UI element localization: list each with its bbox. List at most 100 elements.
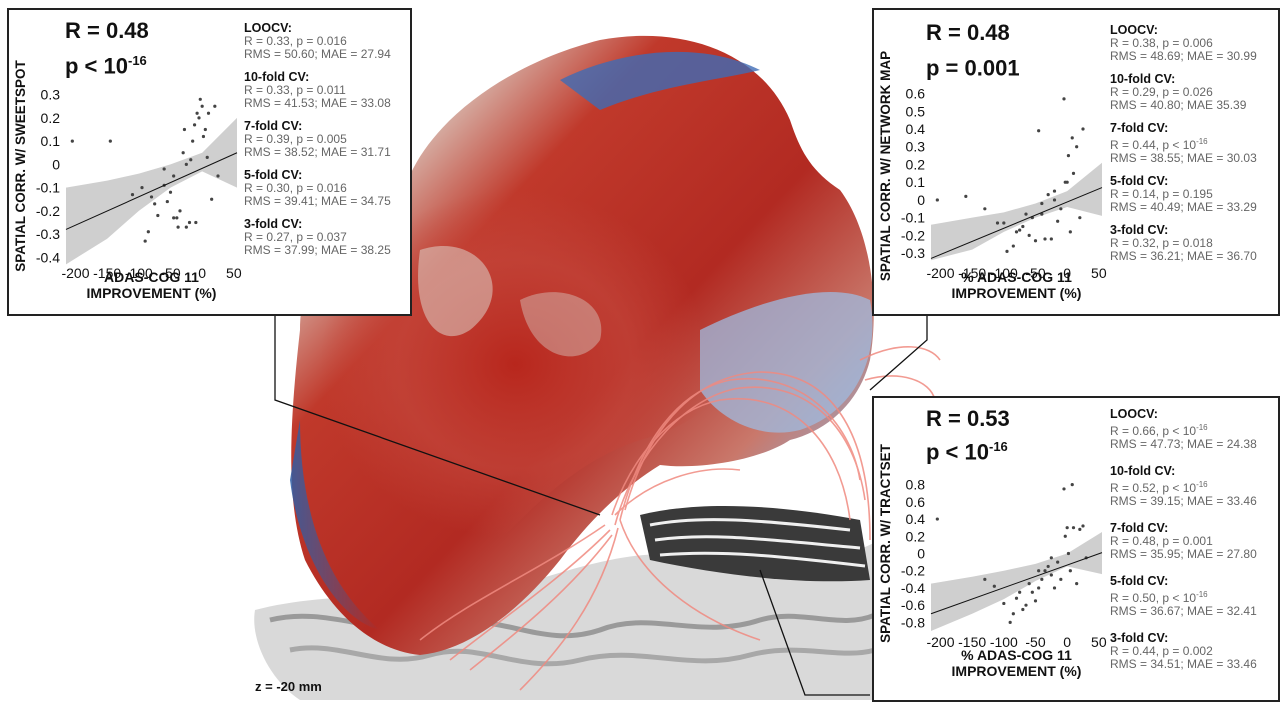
x-tick-label: -200 <box>61 265 89 281</box>
cv-line1: R = 0.33, p = 0.016 <box>244 34 347 48</box>
data-point <box>189 158 193 162</box>
regression-line <box>930 552 1103 615</box>
cv-title: 5-fold CV: <box>1110 574 1169 588</box>
cv-line1: R = 0.38, p = 0.006 <box>1110 36 1213 50</box>
fiber-tracts <box>419 346 941 691</box>
data-point <box>1066 154 1071 158</box>
data-point <box>172 174 176 178</box>
y-axis-label: SPATIAL CORR. W/ SWEETSPOT <box>13 59 28 271</box>
data-point <box>191 139 195 143</box>
data-point <box>1071 171 1076 175</box>
network-cv-list: LOOCV: R = 0.38, p = 0.006 RMS = 48.69; MA… <box>1110 24 1278 273</box>
network-p-value: p = 0.001 <box>926 50 1020 81</box>
data-point <box>1043 237 1047 241</box>
cv-line1-exponent: -16 <box>1196 423 1208 432</box>
data-point <box>1014 230 1019 234</box>
cv-line2: RMS = 40.49; MAE = 33.29 <box>1110 200 1257 214</box>
data-point <box>146 230 150 234</box>
data-point <box>1062 487 1066 491</box>
cv-title: 7-fold CV: <box>1110 521 1169 535</box>
cv-line1-exponent: -16 <box>1196 137 1208 146</box>
data-point <box>1071 526 1076 530</box>
y-tick-label: -0.2 <box>901 563 925 579</box>
data-point <box>156 213 160 218</box>
x-tick-label: 0 <box>198 265 206 281</box>
data-point <box>1068 230 1072 234</box>
x-tick-label: 0 <box>1063 634 1071 650</box>
cv-title: LOOCV: <box>244 21 292 35</box>
y-tick-label: 0.3 <box>906 139 926 155</box>
cv-line2: RMS = 39.15; MAE = 33.46 <box>1110 494 1257 508</box>
data-point <box>1056 560 1060 564</box>
tractset-panel: R = 0.53 p < 10-16 LOOCV: R = 0.66, p < 1… <box>872 396 1280 702</box>
y-tick-label: -0.1 <box>36 180 60 196</box>
x-tick-label: 50 <box>226 265 242 281</box>
depth-label: z = -20 mm <box>255 679 322 694</box>
cv-line1: R = 0.27, p = 0.037 <box>244 230 347 244</box>
tractset-p-exponent: -16 <box>988 439 1008 454</box>
cv-line1: R = 0.44, p = 0.002 <box>1110 644 1213 658</box>
x-tick-label: -150 <box>93 265 121 281</box>
y-tick-label: -0.1 <box>901 210 925 226</box>
data-point <box>1027 582 1031 586</box>
cv-title: 10-fold CV: <box>1110 72 1176 86</box>
data-point <box>153 202 157 206</box>
x-axis-label: IMPROVEMENT (%) <box>952 663 1082 679</box>
y-tick-label: -0.2 <box>36 203 60 219</box>
x-tick-label: -150 <box>958 265 986 281</box>
data-point <box>1065 180 1069 184</box>
data-point <box>1037 586 1041 590</box>
data-point <box>1033 239 1038 243</box>
data-point <box>130 192 135 197</box>
data-point <box>206 111 211 115</box>
data-point <box>1046 564 1050 569</box>
cv-block: 10-fold CV: R = 0.33, p = 0.011 RMS = 41.5… <box>244 71 409 110</box>
y-tick-label: 0 <box>917 192 925 208</box>
cv-title: 10-fold CV: <box>1110 464 1176 478</box>
x-axis-label: % ADAS-COG 11 <box>961 269 1072 285</box>
data-point <box>168 190 173 194</box>
data-point <box>184 225 188 229</box>
cv-line2: RMS = 38.52; MAE = 31.71 <box>244 145 391 159</box>
cv-line2: RMS = 38.55; MAE = 30.03 <box>1110 151 1257 165</box>
data-point <box>935 517 939 521</box>
data-point <box>1075 582 1079 586</box>
cv-title: 7-fold CV: <box>1110 121 1169 135</box>
cv-line2: RMS = 40.80; MAE 35.39 <box>1110 98 1247 112</box>
data-point <box>176 225 180 229</box>
data-point <box>964 194 968 198</box>
data-point <box>1008 620 1012 624</box>
cv-title: LOOCV: <box>1110 407 1158 421</box>
y-tick-label: 0.2 <box>906 528 926 544</box>
cv-line2: RMS = 48.69; MAE = 30.99 <box>1110 49 1257 63</box>
data-point <box>70 139 74 143</box>
cv-block: 5-fold CV: R = 0.50, p < 10-16 RMS = 36.67… <box>1110 575 1278 618</box>
y-tick-label: 0.6 <box>906 494 926 510</box>
cv-line1: R = 0.44, p < 10-16 <box>1110 135 1278 152</box>
network-p-text: p = 0.001 <box>926 55 1020 81</box>
y-tick-label: 0 <box>52 156 60 172</box>
y-tick-label: 0.2 <box>906 156 926 172</box>
cv-line1: R = 0.39, p = 0.005 <box>244 132 347 146</box>
cv-block: 5-fold CV: R = 0.30, p = 0.016 RMS = 39.41… <box>244 169 409 208</box>
x-axis-label: IMPROVEMENT (%) <box>87 285 217 301</box>
data-point <box>1021 607 1025 612</box>
data-point <box>143 239 147 243</box>
cv-line1: R = 0.30, p = 0.016 <box>244 181 347 195</box>
cv-block: 5-fold CV: R = 0.14, p = 0.195 RMS = 40.49… <box>1110 175 1278 214</box>
sweetspot-p-text: p < 10 <box>65 53 128 79</box>
y-tick-label: 0.1 <box>41 133 61 149</box>
x-tick-label: 50 <box>1091 265 1107 281</box>
data-point <box>184 162 188 166</box>
cv-title: 3-fold CV: <box>1110 223 1169 237</box>
data-point <box>200 104 204 108</box>
cv-line1: R = 0.50, p < 10-16 <box>1110 588 1278 605</box>
y-tick-label: 0.6 <box>906 86 926 102</box>
data-point <box>1014 596 1019 600</box>
y-tick-label: 0.1 <box>906 174 926 190</box>
regression-line <box>930 187 1103 259</box>
data-point <box>1078 527 1082 531</box>
data-point <box>175 216 179 220</box>
data-point <box>1027 233 1031 238</box>
confidence-band <box>931 531 1102 631</box>
